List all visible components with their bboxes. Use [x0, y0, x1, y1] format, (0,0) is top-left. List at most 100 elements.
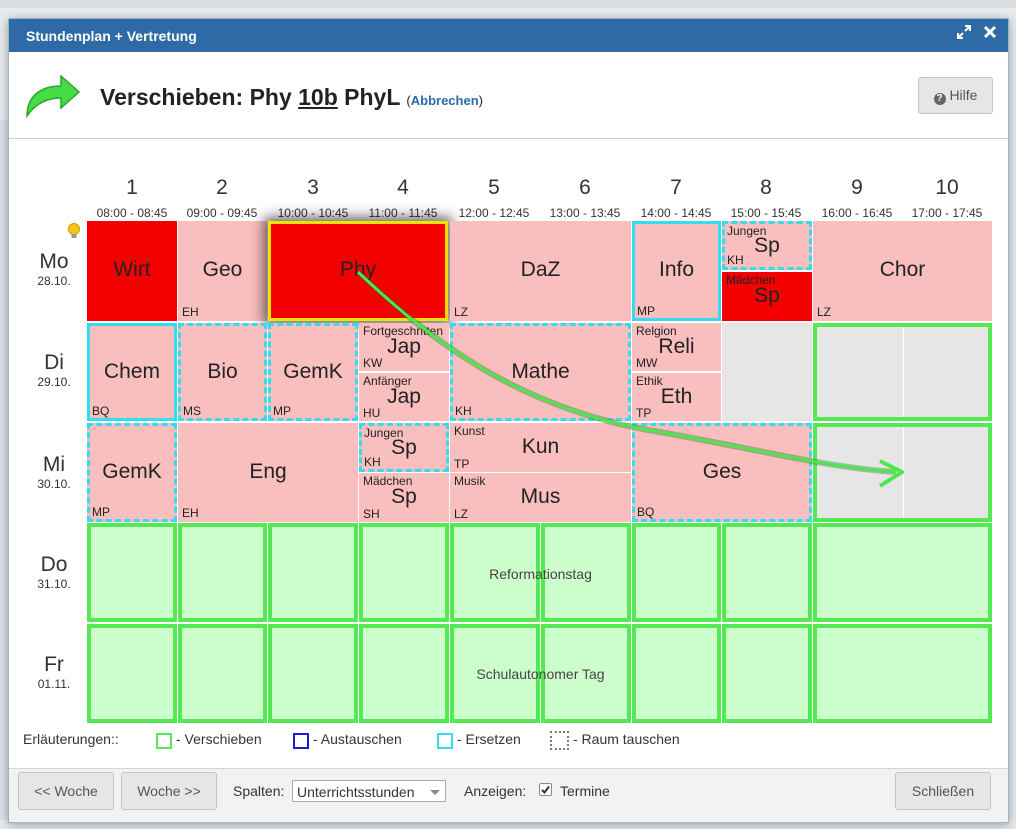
day-date: 29.10. — [37, 375, 71, 389]
lesson-mo-daz[interactable]: DaZ LZ — [450, 221, 631, 321]
lesson-teacher: LZ — [817, 305, 832, 319]
move-target-do-9-10[interactable] — [813, 523, 992, 622]
move-target-do-3[interactable] — [268, 523, 358, 622]
lesson-di-eth[interactable]: Ethik Eth TP — [632, 373, 721, 421]
day-name: Do — [40, 553, 68, 576]
lesson-di-reli[interactable]: Relgion Reli MW — [632, 323, 721, 371]
next-week-button[interactable]: Woche >> — [121, 772, 217, 810]
lesson-teacher: HU — [363, 406, 381, 420]
day-date: 01.11. — [37, 677, 71, 691]
lesson-subject: Kun — [521, 435, 560, 458]
legend-replace: - Ersetzen — [457, 731, 521, 747]
class-link[interactable]: 10b — [298, 84, 338, 110]
lesson-subject: Phy — [339, 258, 377, 281]
lesson-teacher: MS — [183, 404, 201, 418]
col-5-number: 5 — [488, 176, 500, 199]
day-date: 28.10. — [37, 274, 71, 288]
col-10-number: 10 — [935, 176, 959, 199]
lesson-subject: Jap — [387, 335, 421, 358]
lesson-mi-sp-girls[interactable]: Mädchen Sp SH — [359, 473, 449, 522]
col-2-number: 2 — [216, 176, 228, 199]
close-button[interactable]: Schließen — [895, 772, 991, 810]
lesson-subject: Eng — [249, 460, 287, 483]
lesson-subject: Geo — [202, 258, 243, 281]
move-target-fr-8[interactable] — [722, 624, 812, 723]
lesson-mo-wirt[interactable]: Wirt — [87, 221, 177, 321]
col-7-number: 7 — [670, 176, 682, 199]
move-target-do-2[interactable] — [178, 523, 267, 622]
lesson-mo-sp-boys[interactable]: Jungen Sp KH — [722, 221, 812, 270]
lesson-mo-chor[interactable]: Chor LZ — [813, 221, 992, 321]
cancel-link[interactable]: Abbrechen — [410, 93, 479, 108]
lesson-teacher: TP — [454, 457, 470, 471]
legend-move-swatch — [156, 733, 172, 749]
move-target-do-7[interactable] — [632, 523, 721, 622]
move-target-fr-6[interactable] — [541, 624, 631, 723]
lesson-mi-gemk[interactable]: GemK MP — [87, 423, 177, 522]
move-target-do-5[interactable] — [450, 523, 540, 622]
move-target-do-6[interactable] — [541, 523, 631, 622]
help-button[interactable]: ? Hilfe — [918, 77, 993, 114]
lesson-di-chem[interactable]: Chem BQ — [87, 323, 177, 421]
lesson-teacher: EH — [182, 305, 199, 319]
show-label: Anzeigen: — [464, 783, 527, 799]
lesson-mi-eng[interactable]: Eng EH — [178, 423, 358, 522]
col-8-time: 15:00 - 15:45 — [730, 206, 802, 220]
lesson-mi-mus[interactable]: Musik Mus LZ — [450, 473, 631, 522]
checkbox-checked-icon[interactable] — [539, 783, 552, 796]
lesson-subject: Info — [658, 258, 695, 281]
lesson-mo-phy-selected[interactable]: Phy — [268, 221, 448, 321]
lesson-group: Mädchen — [363, 474, 413, 488]
move-target-do-8[interactable] — [722, 523, 812, 622]
lesson-teacher: KH — [727, 253, 744, 267]
legend-swap-swatch — [293, 733, 309, 749]
redo-arrow-icon — [21, 70, 83, 127]
day-date: 31.10. — [37, 577, 71, 591]
dialog-footer: << Woche Woche >> Spalten: Unterrichtsst… — [9, 768, 1008, 822]
col-6-time: 13:00 - 13:45 — [549, 206, 621, 220]
columns-select-value: Unterrichtsstunden — [297, 784, 415, 800]
move-target-do-4[interactable] — [359, 523, 449, 622]
lesson-group: Jungen — [364, 426, 404, 440]
lesson-mo-info[interactable]: Info MP — [632, 221, 721, 321]
lesson-mi-ges[interactable]: Ges BQ — [632, 423, 812, 522]
lesson-mi-kun[interactable]: Kunst Kun TP — [450, 423, 631, 472]
move-target-do-1[interactable] — [87, 523, 177, 622]
move-target-fr-3[interactable] — [268, 624, 358, 723]
move-target-fr-7[interactable] — [632, 624, 721, 723]
lesson-subject: GemK — [102, 460, 162, 483]
move-target-fr-4[interactable] — [359, 624, 449, 723]
lesson-subject: Sp — [391, 436, 417, 459]
lesson-di-gemk[interactable]: GemK MP — [268, 323, 358, 421]
lesson-mi-sp-boys[interactable]: Jungen Sp KH — [359, 423, 449, 472]
day-di: Di 29.10. — [20, 351, 88, 389]
day-fr: Fr 01.11. — [20, 653, 88, 691]
prev-week-button[interactable]: << Woche — [18, 772, 114, 810]
move-target-di-9-10[interactable] — [813, 323, 992, 421]
event-do: Reformationstag — [489, 566, 592, 582]
legend-swap: - Austauschen — [313, 731, 402, 747]
lesson-mo-sp-girls[interactable]: Mädchen Sp — [722, 272, 812, 321]
background-left-edge — [0, 120, 8, 820]
expand-icon[interactable] — [957, 25, 971, 44]
lesson-di-jap-beginner[interactable]: Anfänger Jap HU — [359, 373, 449, 421]
move-target-fr-5[interactable] — [450, 624, 540, 723]
col-7-time: 14:00 - 14:45 — [640, 206, 712, 220]
lesson-teacher: EH — [182, 506, 199, 520]
heading-suffix: PhyL — [337, 84, 407, 110]
day-name: Fr — [44, 653, 64, 676]
cancel-wrap: (Abbrechen) — [406, 93, 483, 108]
move-header: Verschieben: Phy 10b PhyL (Abbrechen) ? … — [9, 52, 1008, 139]
lesson-di-bio[interactable]: Bio MS — [178, 323, 267, 421]
columns-select[interactable]: Unterrichtsstunden — [292, 780, 446, 802]
move-target-fr-1[interactable] — [87, 624, 177, 723]
lesson-teacher: BQ — [92, 404, 110, 418]
close-icon[interactable] — [983, 25, 997, 44]
move-target-fr-9-10[interactable] — [813, 624, 992, 723]
lesson-teacher: LZ — [454, 305, 469, 319]
move-target-fr-2[interactable] — [178, 624, 267, 723]
lesson-mo-geo[interactable]: Geo EH — [178, 221, 267, 321]
lesson-di-mathe[interactable]: Mathe KH — [450, 323, 631, 421]
lesson-subject: Jap — [387, 385, 421, 408]
lesson-di-jap-advanced[interactable]: Fortgeschritten Jap KW — [359, 323, 449, 371]
